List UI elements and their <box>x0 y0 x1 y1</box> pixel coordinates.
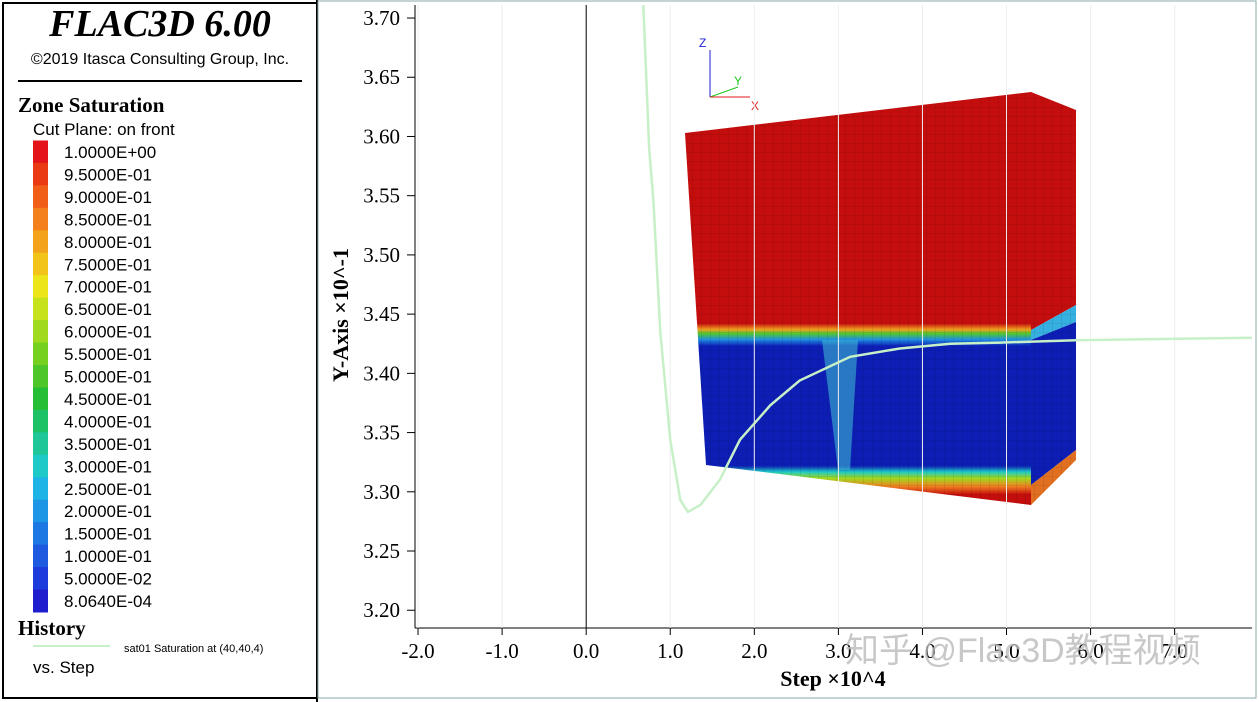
legend-swatch <box>33 499 48 523</box>
legend-swatch <box>33 140 48 164</box>
legend-swatch <box>33 544 48 568</box>
legend-label: 5.0000E-01 <box>64 368 152 387</box>
legend-label: 1.0000E-01 <box>64 547 152 566</box>
legend-swatch <box>33 162 48 186</box>
legend-label: 3.5000E-01 <box>64 435 152 454</box>
y-tick-label: 3.40 <box>363 361 400 385</box>
y-tick-label: 3.45 <box>363 302 400 326</box>
legend-label: 3.0000E-01 <box>64 457 152 476</box>
legend-swatch <box>33 454 48 478</box>
y-tick-label: 3.20 <box>363 598 400 622</box>
plot-frame <box>317 0 1257 699</box>
legend-label: 7.5000E-01 <box>64 255 152 274</box>
triad-z-label: Z <box>699 36 706 50</box>
legend-swatch <box>33 297 48 321</box>
watermark: 知乎 @Flac3D教程视频 <box>845 632 1201 670</box>
x-tick-label: 4.0 <box>909 639 935 663</box>
legend-swatch <box>33 477 48 501</box>
y-tick-label: 3.60 <box>363 124 400 148</box>
triad-x-label: X <box>751 99 759 113</box>
legend-swatch <box>33 185 48 209</box>
legend-swatch <box>33 320 48 344</box>
x-tick-label: -2.0 <box>401 639 434 663</box>
y-tick-label: 3.70 <box>363 6 400 30</box>
x-tick-label: 7.0 <box>1162 639 1188 663</box>
legend-swatch <box>33 432 48 456</box>
y-tick-label: 3.50 <box>363 243 400 267</box>
legend-label: 5.5000E-01 <box>64 345 152 364</box>
legend-label: 8.5000E-01 <box>64 210 152 229</box>
legend-label: 6.5000E-01 <box>64 300 152 319</box>
legend-label: 5.0000E-02 <box>64 570 152 589</box>
legend-swatch <box>33 207 48 231</box>
x-tick-label: -1.0 <box>485 639 518 663</box>
x-tick-label: 1.0 <box>657 639 683 663</box>
legend-label: 1.5000E-01 <box>64 525 152 544</box>
y-tick-label: 3.65 <box>363 65 400 89</box>
legend-swatch <box>33 522 48 546</box>
x-tick-label: 2.0 <box>741 639 767 663</box>
history-title: History <box>18 616 86 640</box>
legend-swatch <box>33 567 48 591</box>
legend-label: 2.5000E-01 <box>64 480 152 499</box>
legend-label: 4.0000E-01 <box>64 412 152 431</box>
legend-label: 8.0000E-01 <box>64 233 152 252</box>
history-line <box>642 4 1253 514</box>
legend-subtitle: Cut Plane: on front <box>33 120 175 139</box>
legend-swatch <box>33 275 48 299</box>
x-tick-label: 5.0 <box>993 639 1019 663</box>
legend-label: 7.0000E-01 <box>64 278 152 297</box>
x-tick-label: 6.0 <box>1077 639 1103 663</box>
triad-y <box>709 86 739 98</box>
legend-swatch <box>33 230 48 254</box>
y-tick-label: 3.25 <box>363 539 400 563</box>
copyright: ©2019 Itasca Consulting Group, Inc. <box>31 51 289 68</box>
legend-swatch <box>33 252 48 276</box>
legend-swatch <box>33 409 48 433</box>
legend-label: 1.0000E+00 <box>64 143 156 162</box>
y-tick-label: 3.35 <box>363 421 400 445</box>
seepage-plume <box>822 340 858 470</box>
y-tick-label: 3.55 <box>363 184 400 208</box>
legend-title: Zone Saturation <box>18 93 165 117</box>
y-axis-title: Y-Axis ×10^-1 <box>328 248 353 382</box>
history-vs: vs. Step <box>33 658 94 677</box>
legend-label: 6.0000E-01 <box>64 323 152 342</box>
legend-label: 2.0000E-01 <box>64 502 152 521</box>
legend-label: 4.5000E-01 <box>64 390 152 409</box>
app-title: FLAC3D 6.00 <box>48 3 271 45</box>
model <box>685 92 1076 505</box>
legend-swatch <box>33 342 48 366</box>
x-axis-title: Step ×10^4 <box>780 666 885 691</box>
x-tick-label: 3.0 <box>825 639 851 663</box>
legend-swatch <box>33 387 48 411</box>
legend-panel <box>2 2 318 699</box>
legend-label: 9.5000E-01 <box>64 165 152 184</box>
history-entry: sat01 Saturation at (40,40,4) <box>124 643 263 655</box>
x-tick-label: 0.0 <box>573 639 599 663</box>
legend-swatch <box>33 589 48 613</box>
front-mesh <box>685 92 1031 505</box>
side-mesh <box>1031 92 1076 505</box>
axis-triad: Z Y X <box>699 36 759 113</box>
legend-label: 9.0000E-01 <box>64 188 152 207</box>
legend-swatch <box>33 365 48 388</box>
y-tick-label: 3.30 <box>363 480 400 504</box>
triad-y-label: Y <box>734 74 742 88</box>
legend-label: 8.0640E-04 <box>64 592 152 611</box>
